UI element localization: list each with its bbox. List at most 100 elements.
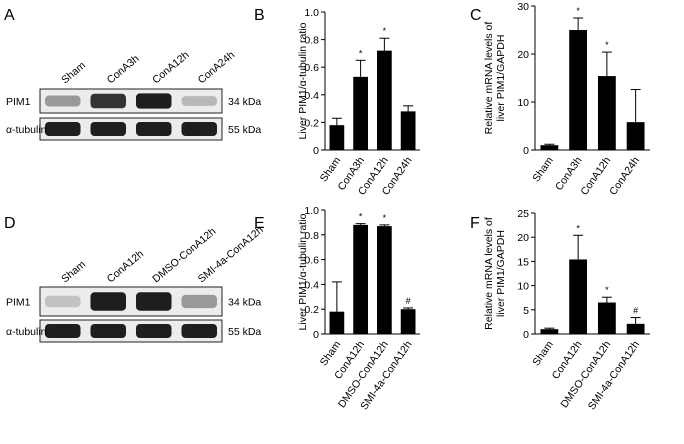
y-tick-label: 0.6 xyxy=(304,62,319,74)
bar xyxy=(400,309,416,334)
significance-mark: * xyxy=(576,223,580,233)
blot-kda-label: 55 kDa xyxy=(228,326,261,338)
bar xyxy=(626,323,645,334)
panel-letter-c: C xyxy=(470,7,482,24)
y-tick-label: 0.6 xyxy=(304,255,319,267)
y-axis-label: liver PIM1/GAPDH xyxy=(495,35,507,122)
x-tick-label: SMI-4a-ConA12h xyxy=(586,339,642,412)
panel-letter-b: B xyxy=(254,7,265,24)
y-tick-label: 15 xyxy=(517,256,529,268)
bar xyxy=(597,302,616,334)
blot-band xyxy=(181,122,217,136)
y-tick-label: 20 xyxy=(517,232,529,244)
x-tick-label: Sham xyxy=(530,155,556,185)
bar-chart-f: 0 5 10 15 20 25 Relative mRNA levels of liver P… xyxy=(483,208,650,412)
blot-band xyxy=(181,294,217,309)
blot-lane-label: ConA12h xyxy=(105,248,146,285)
y-tick-label: 0.8 xyxy=(304,230,319,242)
panel-letter-a: A xyxy=(4,7,15,24)
bar xyxy=(597,76,616,150)
bar xyxy=(400,111,416,150)
significance-mark: * xyxy=(383,26,387,36)
blot-membrane xyxy=(39,319,223,343)
significance-mark: * xyxy=(576,6,580,16)
y-axis-label: Relative mRNA levels of xyxy=(483,217,495,330)
significance-mark: * xyxy=(605,285,609,295)
y-tick-label: 5 xyxy=(523,305,529,317)
y-tick-label: 0.2 xyxy=(304,304,319,316)
blot-protein-label: PIM1 xyxy=(6,297,31,309)
y-tick-label: 1.0 xyxy=(304,7,319,19)
significance-mark: # xyxy=(406,296,411,306)
blot-kda-label: 55 kDa xyxy=(228,124,261,136)
blot-band xyxy=(136,122,172,136)
blot-lane-label: ConA12h xyxy=(150,49,191,86)
y-axis-label: Liver PIM1/α-tubulin ratio xyxy=(297,213,309,330)
blot-protein-label: PIM1 xyxy=(6,96,31,108)
bar-chart-c: 0 10 20 30 Relative mRNA levels of liver PIM1… xyxy=(483,1,650,198)
blot-band xyxy=(45,122,81,136)
y-tick-label: 25 xyxy=(517,208,529,220)
bar xyxy=(377,50,392,150)
blot-protein-label: α-tubulin xyxy=(6,124,47,136)
y-tick-label: 0 xyxy=(313,329,319,341)
y-tick-label: 10 xyxy=(517,97,529,109)
significance-mark: * xyxy=(383,213,387,223)
significance-mark: # xyxy=(633,306,638,316)
blot-band xyxy=(90,324,126,338)
blot-band xyxy=(45,95,81,107)
bar xyxy=(569,30,588,150)
blot-band xyxy=(45,295,81,308)
bar xyxy=(569,259,588,334)
blot-lane-label: ConA24h xyxy=(196,49,237,86)
blot-lane-label: Sham xyxy=(59,258,88,285)
blot-kda-label: 34 kDa xyxy=(228,96,261,108)
panel-letter-f: F xyxy=(470,215,480,232)
blot-band xyxy=(136,292,172,311)
blot-band xyxy=(90,292,126,311)
y-tick-label: 0.4 xyxy=(304,90,319,102)
blot-lane-label: Sham xyxy=(59,59,88,86)
blot-band xyxy=(181,324,217,338)
significance-mark: * xyxy=(359,48,363,58)
bar xyxy=(377,226,392,334)
blot-band xyxy=(136,93,172,109)
blot-protein-label: α-tubulin xyxy=(6,326,47,338)
significance-mark: * xyxy=(605,40,609,50)
bar xyxy=(353,76,368,150)
y-axis-label: Liver PIM1/α-tubulin ratio xyxy=(297,22,309,139)
y-tick-label: 0.2 xyxy=(304,117,319,129)
panel-letter-e: E xyxy=(254,215,265,232)
blot-membrane xyxy=(39,117,223,141)
y-tick-label: 30 xyxy=(517,1,529,13)
y-tick-label: 0 xyxy=(523,145,529,157)
bar xyxy=(540,145,559,150)
x-tick-label: Sham xyxy=(530,339,556,369)
bar xyxy=(329,125,345,150)
y-tick-label: 0.4 xyxy=(304,279,319,291)
panel-letter-d: D xyxy=(4,215,16,232)
y-axis-label: liver PIM1/GAPDH xyxy=(495,230,507,317)
blot-band xyxy=(90,122,126,136)
blot-band xyxy=(45,324,81,338)
blot-band xyxy=(90,93,126,109)
blot-band xyxy=(181,96,217,106)
y-tick-label: 0.8 xyxy=(304,35,319,47)
bar xyxy=(329,311,345,334)
y-tick-label: 20 xyxy=(517,49,529,61)
blot-band xyxy=(136,324,172,338)
y-tick-label: 0 xyxy=(313,145,319,157)
y-tick-label: 10 xyxy=(517,281,529,293)
y-tick-label: 0 xyxy=(523,329,529,341)
y-tick-label: 1.0 xyxy=(304,205,319,217)
western-blot-d: Sham ConA12h DMSO-ConA12hSMI-4a-ConA12hPIM… xyxy=(6,224,266,343)
bar xyxy=(353,224,368,334)
blot-lane-label: ConA3h xyxy=(105,53,142,87)
bar xyxy=(540,329,559,334)
bar-chart-b: 0 0.2 0.4 0.6 0.8 1.0 Liver PIM1/α-tubulin rat… xyxy=(297,7,420,198)
significance-mark: * xyxy=(359,212,363,222)
blot-kda-label: 34 kDa xyxy=(228,297,261,309)
bar xyxy=(626,122,645,150)
